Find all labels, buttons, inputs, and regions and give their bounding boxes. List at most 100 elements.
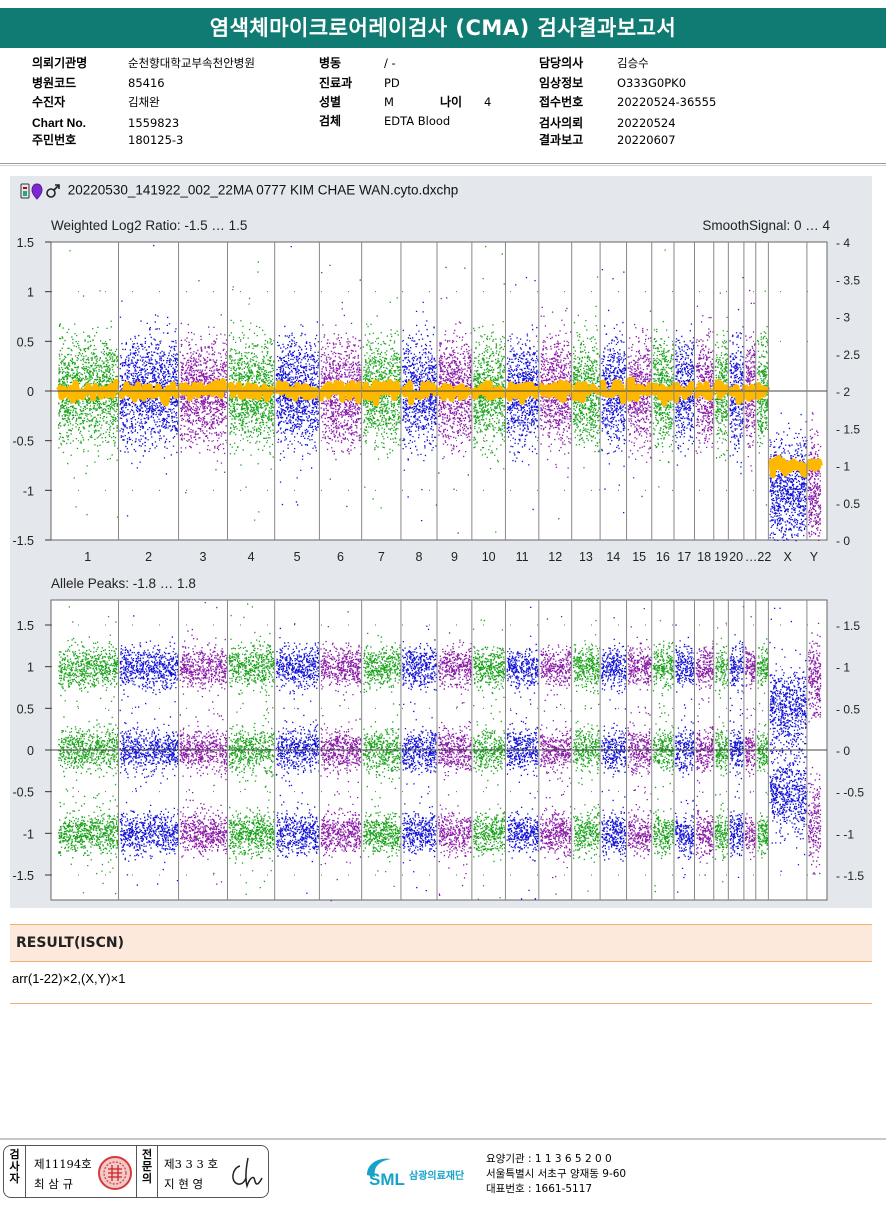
allele-y-tick: -1.5 — [12, 869, 34, 883]
chromosome-label: 9 — [451, 550, 458, 564]
chromosome-label: 15 — [632, 550, 646, 564]
patient-label: 수진자 — [32, 95, 66, 109]
lab-line-3: 대표번호 : 1661-5117 — [486, 1183, 593, 1195]
allele-y-tick: 0.5 — [17, 702, 34, 716]
cma-plot-panel: 20220530_141922_002_22MA 0777 KIM CHAE W… — [10, 176, 872, 908]
allele-y2-tick: - 0.5 — [836, 702, 860, 716]
document-icon — [20, 183, 30, 199]
chromosome-label: 6 — [337, 550, 344, 564]
chromosome-label: Y — [810, 550, 819, 564]
allele-peak-points-chr-6 — [320, 611, 362, 902]
file-status-icons — [20, 183, 60, 200]
allele-y2-tick: - -1.5 — [836, 869, 864, 883]
header-divider-secondary — [0, 165, 886, 166]
age-value: 4 — [484, 95, 492, 109]
allele-peak-points — [58, 602, 822, 902]
svg-text:SML: SML — [369, 1170, 405, 1189]
sex-label: 성별 — [319, 95, 342, 109]
allele-y-tick: 1 — [27, 661, 34, 675]
allele-peak-points-chr-19 — [714, 622, 729, 883]
smooth-signal-chr-8 — [399, 380, 439, 406]
smooth-y2-tick: - 1.5 — [836, 422, 860, 436]
chromosome-label: 3 — [200, 550, 207, 564]
rrn-value: 180125-3 — [128, 133, 184, 147]
specimen-value: EDTA Blood — [384, 114, 451, 128]
chromosome-label: 12 — [548, 550, 562, 564]
chart-value: 1559823 — [128, 116, 180, 130]
smooth-signal-chr-12 — [537, 379, 574, 404]
file-title: 20220530_141922_002_22MA 0777 KIM CHAE W… — [20, 182, 458, 200]
specialist-name: 지 현 영 — [164, 1177, 204, 1191]
allele-y2-tick: - 1.5 — [836, 619, 860, 633]
lab-info: 요양기관 : 1 1 3 6 5 2 0 0 서울특별시 서초구 양재동 9-6… — [486, 1152, 626, 1197]
examiner-label: 검사자 — [4, 1146, 26, 1197]
smooth-signal-chr-2 — [116, 381, 181, 407]
log2-ratio-points-chr-21 — [744, 289, 756, 472]
allele-peak-points-chr-22 — [756, 638, 769, 859]
allele-peak-points-chr-3 — [179, 602, 228, 885]
smooth-signal-chr-Y — [805, 458, 823, 472]
cma-plots: Weighted Log2 Ratio: -1.5 … 1.5 SmoothSi… — [12, 218, 864, 902]
allele-peak-points-chr-21 — [744, 616, 757, 860]
examiner-seal-icon — [98, 1156, 132, 1190]
receipt-value: 20220524-36555 — [617, 95, 717, 109]
allele-peak-points-chr-16 — [652, 620, 675, 893]
log2-y-tick: 1.5 — [17, 236, 34, 250]
allele-peak-points-chr-5 — [275, 623, 320, 894]
allele-peak-points-chr-13 — [572, 620, 601, 892]
chromosome-label: 10 — [482, 550, 496, 564]
footer-divider — [0, 1138, 886, 1140]
report-label: 결과보고 — [539, 133, 584, 147]
ward-value: / - — [384, 56, 396, 70]
chart-label: Chart No. — [32, 116, 86, 130]
log2-ratio-points-chr-12 — [539, 306, 572, 520]
smooth-signal-chr-7 — [360, 378, 403, 407]
document-status — [23, 191, 27, 196]
allele-peak-points-chr-20 — [729, 606, 745, 878]
log2-ratio-points-chr-18 — [695, 305, 714, 454]
smooth-y2-tick: - 1 — [836, 460, 850, 474]
allele-peak-points-chr-Y — [807, 622, 822, 875]
request-value: 20220524 — [617, 116, 676, 130]
receipt-label: 접수번호 — [539, 95, 584, 109]
smooth-signal-chr-14 — [599, 379, 628, 405]
allele-y-tick: -1 — [23, 827, 34, 841]
clinical-label: 임상정보 — [539, 76, 584, 90]
location-pin-icon — [31, 183, 43, 200]
chromosome-label: 1 — [84, 550, 91, 564]
smooth-signal-chr-22 — [753, 382, 771, 401]
log2-y-tick: -1 — [23, 484, 34, 498]
allele-y2-tick: - -0.5 — [836, 786, 864, 800]
code-label: 병원코드 — [32, 76, 77, 90]
hospital-label: 의뢰기관명 — [32, 56, 88, 70]
chromosome-label: 8 — [416, 550, 423, 564]
smooth-y2-tick: - 2 — [836, 385, 850, 399]
chromosome-label: 7 — [378, 550, 385, 564]
result-divider — [10, 1003, 872, 1004]
chromosome-label: 5 — [294, 550, 301, 564]
chromosome-label: 20 — [729, 550, 743, 564]
allele-y-tick: 1.5 — [17, 619, 34, 633]
request-label: 검사의뢰 — [539, 116, 584, 130]
allele-peak-points-chr-2 — [119, 615, 179, 886]
allele-y2-tick: - 1 — [836, 661, 850, 675]
smooth-y2-tick: - 3.5 — [836, 273, 860, 287]
sml-logo: SML 삼광의료재단 — [367, 1158, 465, 1189]
chromosome-label: X — [783, 550, 792, 564]
chromosome-label: 16 — [656, 550, 670, 564]
log2-ratio-points-chr-7 — [362, 297, 402, 509]
allele-peak-points-chr-15 — [627, 608, 652, 859]
specialist-number: 제3 3 3 호 — [164, 1157, 219, 1171]
chromosome-label: 17 — [677, 550, 691, 564]
chromosome-label: 18 — [697, 550, 711, 564]
log2-ratio-points-chr-20 — [729, 277, 745, 475]
smooth-signal-chr-20 — [726, 384, 746, 405]
allele-y2-tick: - 0 — [836, 744, 850, 758]
lab-name: 삼광의료재단 — [409, 1169, 465, 1182]
allele-plot-axes: 1.5 1 0.5 0 -0.5 -1 -1.5 - 1.5 - 1 - 0.5 - 0 - -0.5… — [12, 619, 864, 883]
smooth-y2-tick: - 0.5 — [836, 497, 860, 511]
rrn-label: 주민번호 — [32, 133, 77, 147]
chromosome-label: …22 — [745, 550, 771, 564]
log2-y-tick: 0.5 — [17, 335, 34, 349]
log2-ratio-points-chr-X — [769, 412, 808, 542]
